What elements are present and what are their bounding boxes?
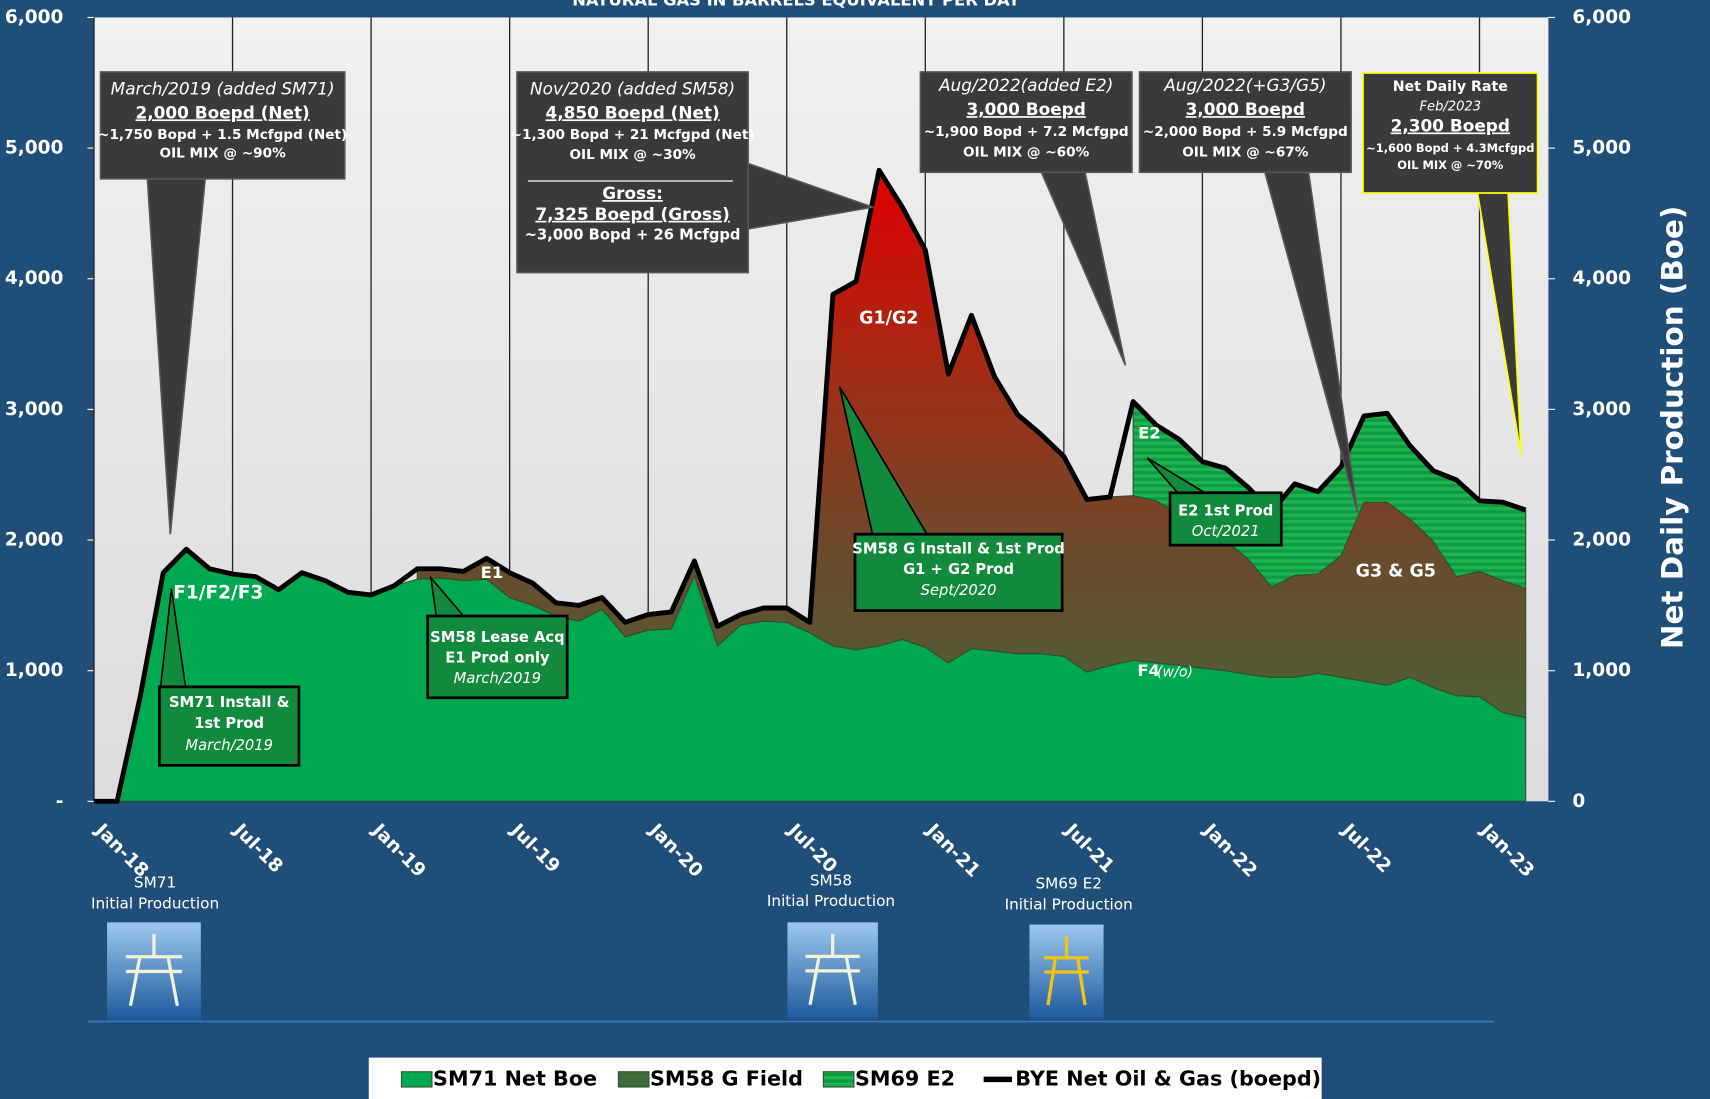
callout-text: 3,000 Boepd	[967, 99, 1086, 119]
callout-text: March/2019	[185, 737, 273, 754]
callout-text: Net Daily Rate	[1393, 79, 1508, 95]
callout-text: ~1,600 Bopd + 4.3Mcfgpd	[1366, 141, 1534, 155]
callout-text: March/2019 (added SM71)	[111, 78, 335, 98]
callout-text: Nov/2020 (added SM58)	[530, 78, 735, 98]
area-label: G1/G2	[859, 308, 918, 328]
callout-text: OIL MIX @ ~90%	[160, 146, 287, 162]
callout-text: 2,000 Boepd (Net)	[136, 102, 310, 122]
legend-label: SM69 E2	[855, 1066, 955, 1090]
chart-title: NATURAL GAS IN BARRELS EQUIVALENT PER DA…	[572, 0, 1020, 10]
callout-text: ~1,900 Bopd + 7.2 Mcfgpd	[924, 124, 1129, 140]
y-tick-label: 3,000	[5, 399, 64, 420]
callout-text: SM58 Lease Acq	[430, 629, 565, 646]
y2-tick-label: 2,000	[1572, 530, 1631, 551]
callout-text: ~1,750 Bopd + 1.5 Mcfgpd (Net)	[98, 127, 347, 143]
y-tick-label: 1,000	[5, 660, 64, 681]
callout-text: 7,325 Boepd (Gross)	[535, 204, 729, 224]
callout-text: March/2019	[454, 670, 542, 687]
y-tick-label: 6,000	[5, 7, 64, 28]
y2-tick-label: 5,000	[1572, 138, 1631, 159]
y-tick-label: -	[56, 791, 64, 812]
callout-text: Gross:	[602, 183, 663, 203]
callout-text: 2,300 Boepd	[1391, 115, 1510, 135]
chart: NATURAL GAS IN BARRELS EQUIVALENT PER DA…	[0, 0, 1710, 1099]
y-tick-label: 5,000	[5, 138, 64, 159]
legend-swatch	[823, 1072, 854, 1087]
y2-tick-label: 4,000	[1572, 268, 1631, 289]
callout-text: OIL MIX @ ~60%	[963, 145, 1090, 161]
y-tick-label: 4,000	[5, 268, 64, 289]
callout-text: SM71 Install &	[169, 694, 290, 711]
callout-text: OIL MIX @ ~30%	[569, 147, 696, 163]
legend-label: SM71 Net Boe	[433, 1066, 597, 1090]
callout-text: Oct/2021	[1192, 523, 1260, 540]
callout-text: Sept/2020	[921, 582, 997, 599]
milestone-text: Initial Production	[767, 892, 895, 910]
y2-tick-label: 3,000	[1572, 399, 1631, 420]
callout-text: OIL MIX @ ~70%	[1397, 158, 1504, 172]
callout-text: 3,000 Boepd	[1186, 99, 1305, 119]
area-label: E2	[1138, 423, 1161, 442]
area-label: E1	[481, 563, 504, 582]
area-label: (w/o)	[1157, 665, 1193, 681]
milestone-text: Initial Production	[91, 894, 219, 912]
y2-tick-label: 0	[1572, 791, 1585, 812]
y-tick-label: 2,000	[5, 530, 64, 551]
callout-text: ~2,000 Bopd + 5.9 Mcfgpd	[1143, 124, 1348, 140]
area-label: F1/F2/F3	[173, 583, 263, 604]
milestone-text: Initial Production	[1005, 895, 1133, 913]
milestone-text: SM58	[810, 871, 852, 889]
callout-text: Feb/2023	[1420, 99, 1482, 114]
legend-swatch	[401, 1072, 432, 1087]
callout-text: 1st Prod	[194, 715, 264, 732]
milestone-text: SM71	[134, 874, 176, 892]
callout-text: ~1,300 Bopd + 21 Mcfgpd (Net)	[511, 127, 755, 143]
y2-tick-label: 6,000	[1572, 7, 1631, 28]
legend-swatch	[618, 1072, 649, 1087]
callout-text: G1 + G2 Prod	[903, 561, 1014, 578]
callout-text: 4,850 Boepd (Net)	[545, 102, 719, 122]
callout-text: SM58 G Install & 1st Prod	[852, 541, 1065, 558]
callout-text: E1 Prod only	[445, 650, 550, 667]
legend-label: SM58 G Field	[650, 1066, 803, 1090]
area-label: G3 & G5	[1356, 561, 1436, 581]
y2-axis-title: Net Daily Production (Boe)	[1655, 206, 1689, 650]
callout-text: Aug/2022(added E2)	[938, 75, 1113, 95]
legend-label: BYE Net Oil & Gas (boepd)	[1015, 1066, 1321, 1090]
callout-text: OIL MIX @ ~67%	[1182, 145, 1309, 161]
callout-text: ~3,000 Bopd + 26 Mcfgpd	[525, 227, 741, 244]
callout-text: Aug/2022(+G3/G5)	[1163, 75, 1326, 95]
y2-tick-label: 1,000	[1572, 660, 1631, 681]
milestone-text: SM69 E2	[1035, 875, 1101, 893]
callout-text: E2 1st Prod	[1178, 502, 1273, 519]
